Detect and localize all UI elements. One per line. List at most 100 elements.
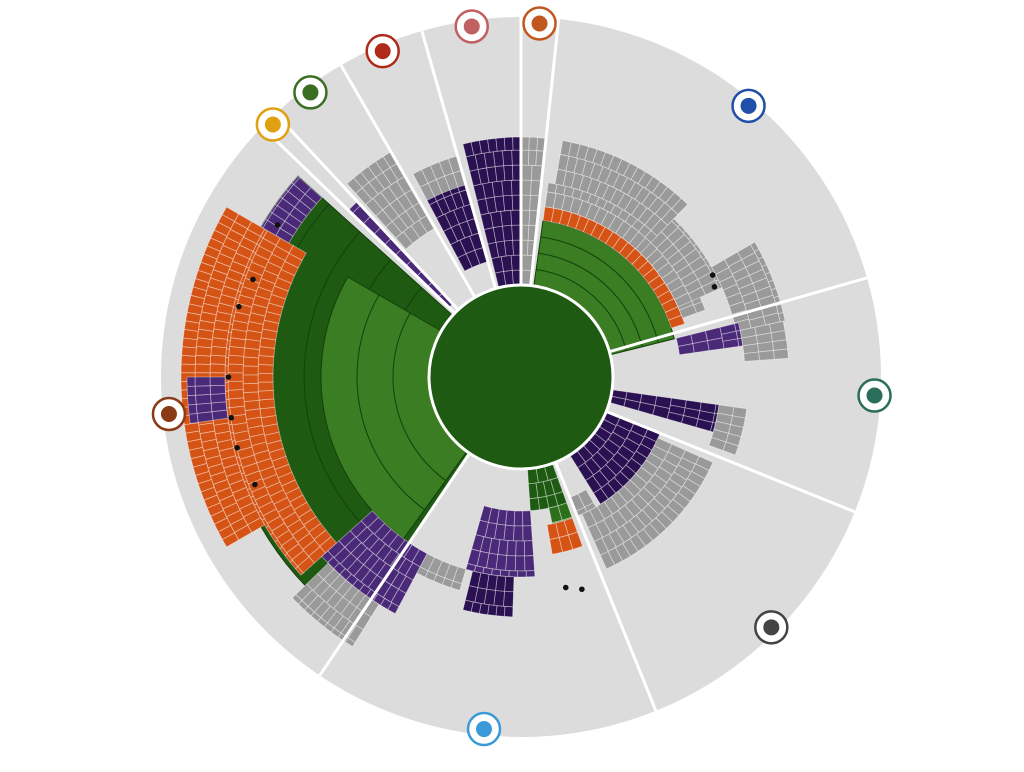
cell-head — [592, 206, 609, 226]
cell-eye — [637, 401, 656, 416]
cell-skeleton — [186, 438, 204, 451]
cell-eye — [699, 401, 717, 414]
cell-gut — [375, 171, 392, 190]
bone-icon[interactable] — [151, 396, 187, 432]
intestine-icon[interactable] — [293, 75, 328, 110]
cell-skeleton — [349, 520, 368, 538]
cell-head — [581, 160, 596, 179]
cell-ear — [624, 499, 643, 518]
cell-lungs — [500, 209, 513, 227]
cell-skeleton — [325, 590, 344, 610]
cell-skeleton — [229, 517, 249, 533]
marker-dot — [236, 303, 242, 310]
cell-heart — [444, 209, 460, 228]
layer-skeleton-22 — [321, 510, 428, 615]
cell-skin — [485, 552, 499, 570]
cell-head — [743, 351, 760, 362]
cell-skeleton — [275, 196, 284, 207]
cell-gut — [380, 185, 398, 205]
cell-skeleton — [254, 286, 273, 301]
lungs-icon[interactable] — [454, 9, 489, 44]
cell-skeleton — [369, 557, 387, 576]
band-ring-line — [392, 312, 447, 481]
cell-head — [558, 209, 573, 227]
cell-skeleton — [289, 494, 308, 511]
cell-skeleton — [304, 187, 323, 205]
cell-ear — [607, 476, 624, 494]
skin-icon[interactable] — [466, 711, 502, 747]
cell-skeleton — [264, 431, 282, 445]
cell-skeleton — [206, 502, 225, 517]
cell-head — [647, 274, 666, 291]
stomach-icon[interactable] — [255, 107, 291, 142]
cell-heart — [412, 169, 429, 188]
cell-lungs — [502, 224, 514, 242]
cell-gut — [388, 180, 406, 200]
cell-skeleton — [397, 575, 414, 594]
cell-skeleton — [210, 393, 227, 404]
cell-skeleton — [214, 311, 233, 324]
cell-skeleton — [271, 522, 290, 539]
cell-skeleton — [307, 546, 327, 564]
cell-gut — [365, 197, 384, 217]
cell-eye — [669, 397, 687, 409]
cell-head — [752, 277, 771, 293]
head-icon[interactable] — [731, 88, 766, 124]
uterus-icon[interactable] — [522, 6, 557, 41]
cell-heart — [453, 206, 468, 225]
cell-skin — [464, 585, 479, 603]
cell-gut — [382, 203, 400, 222]
cell-head — [617, 208, 631, 223]
cell-ear — [672, 492, 691, 510]
cell-lungs — [500, 254, 513, 272]
cell-skin — [471, 534, 485, 552]
cell-skeleton — [310, 611, 322, 622]
icon-glyph — [374, 43, 391, 60]
cell-skin — [419, 553, 436, 572]
cell-ear — [673, 464, 692, 481]
eye-icon[interactable] — [857, 378, 892, 413]
ear-icon[interactable] — [754, 610, 789, 645]
cell-head — [594, 181, 610, 200]
cell-skeleton — [212, 478, 231, 494]
cell-skeleton — [284, 252, 303, 269]
cell-skeleton — [248, 250, 257, 261]
cell-skeleton — [228, 423, 234, 434]
cell-head — [763, 312, 781, 326]
cell-skeleton — [230, 306, 237, 317]
cell-head — [604, 169, 621, 188]
cell-ear — [592, 469, 610, 489]
cell-ear — [658, 458, 678, 476]
cell-skeleton — [195, 393, 212, 405]
cell-head — [565, 155, 579, 174]
heart-icon[interactable] — [365, 33, 400, 69]
cell-lungs — [480, 212, 494, 230]
cell-skeleton — [289, 206, 308, 224]
cell-skeleton — [346, 558, 365, 577]
cell-head — [758, 350, 775, 361]
cell-heart — [444, 172, 459, 191]
cell-skeleton — [188, 446, 206, 460]
cell-skin — [554, 491, 568, 507]
layer-head-7 — [739, 320, 789, 362]
cell-skeleton — [196, 328, 214, 340]
cell-skeleton — [210, 229, 228, 245]
cell-skeleton — [200, 253, 218, 268]
cell-skeleton — [270, 203, 278, 214]
icon-glyph — [463, 18, 480, 35]
icon-glyph — [264, 116, 281, 133]
cell-skin — [483, 588, 496, 606]
cell-head — [733, 322, 741, 332]
cell-skeleton — [338, 530, 357, 548]
cell-lungs — [490, 210, 503, 229]
divider-gut — [274, 112, 460, 311]
cell-skeleton — [293, 501, 312, 518]
cell-heart — [442, 226, 459, 246]
cell-head — [563, 185, 575, 198]
cell-skeleton — [257, 381, 274, 392]
cell-head — [672, 233, 691, 252]
cell-skeleton — [201, 438, 219, 452]
cell-skeleton — [209, 471, 228, 485]
cell-gut — [355, 187, 373, 206]
